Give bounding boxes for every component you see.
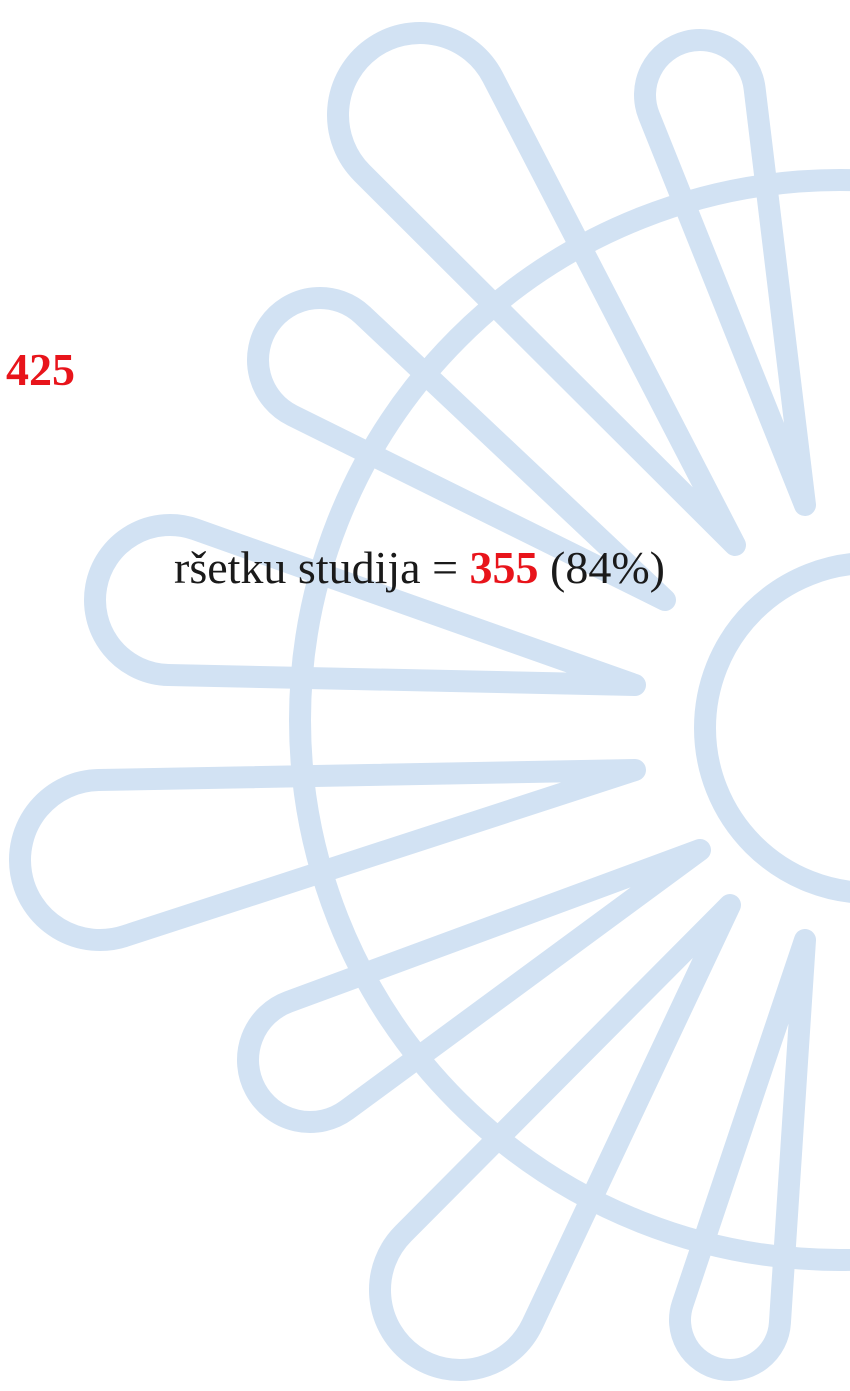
logo-petal [369, 894, 741, 1381]
count-total: 425 [6, 344, 75, 395]
logo-arc [289, 169, 850, 1271]
logo-petal [247, 287, 676, 611]
logo-petal [327, 22, 746, 556]
count-value: 355 [470, 542, 539, 593]
logo-petal [634, 29, 816, 516]
decorative-logo [9, 22, 850, 1381]
logo-petal [9, 759, 646, 951]
label-text: ršetku studija = [174, 542, 458, 593]
logo-petal [84, 514, 646, 696]
logo-inner-circle [694, 553, 850, 903]
count-line: ršetku studija = 355 (84%) [174, 542, 665, 593]
logo-petal [237, 839, 711, 1133]
percent-text: (84%) [550, 542, 665, 593]
logo-petal [669, 929, 816, 1381]
